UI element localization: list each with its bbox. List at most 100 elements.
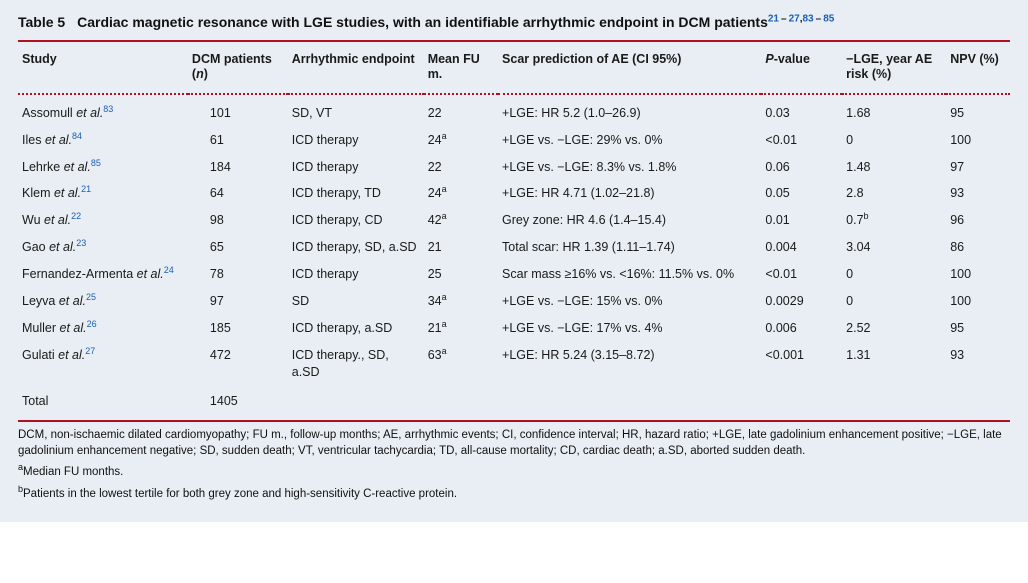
cell-total-n: 1405 (188, 385, 288, 420)
table-row: Leyva et al.2597SD34a+LGE vs. −LGE: 15% … (18, 288, 1010, 315)
cell-fu: 24a (424, 180, 498, 207)
cell-endpoint: ICD therapy, SD, a.SD (288, 234, 424, 261)
th-p: P-value (761, 44, 842, 94)
cell-n: 97 (188, 288, 288, 315)
cell-p: 0.006 (761, 315, 842, 342)
cell-npv: 95 (946, 315, 1010, 342)
cell-study: Gulati et al.27 (18, 342, 188, 386)
cell-p: <0.01 (761, 261, 842, 288)
cell-scar: +LGE: HR 4.71 (1.02–21.8) (498, 180, 761, 207)
cell-lge: 0 (842, 261, 946, 288)
bottom-rule (18, 420, 1010, 422)
cell-lge: 3.04 (842, 234, 946, 261)
cell-n: 61 (188, 127, 288, 154)
cell-scar: +LGE vs. −LGE: 8.3% vs. 1.8% (498, 154, 761, 181)
cell-total-label: Total (18, 385, 188, 420)
cell-p: 0.0029 (761, 288, 842, 315)
cell-n: 98 (188, 207, 288, 234)
header-row: Study DCM patients (n) Arrhythmic endpoi… (18, 44, 1010, 94)
cell-fu: 22 (424, 154, 498, 181)
cell-fu: 34a (424, 288, 498, 315)
cell-npv: 93 (946, 180, 1010, 207)
cell-lge: 0 (842, 127, 946, 154)
table-title-text: Cardiac magnetic resonance with LGE stud… (77, 14, 768, 30)
cell-n: 472 (188, 342, 288, 386)
cell-npv: 100 (946, 288, 1010, 315)
cell-fu: 63a (424, 342, 498, 386)
cell-lge: 1.31 (842, 342, 946, 386)
cell-scar: Scar mass ≥16% vs. <16%: 11.5% vs. 0% (498, 261, 761, 288)
cell-study: Assomull et al.83 (18, 94, 188, 127)
th-lge: −LGE, year AE risk (%) (842, 44, 946, 94)
cell-study: Lehrke et al.85 (18, 154, 188, 181)
cell-endpoint: ICD therapy (288, 154, 424, 181)
table-row: Gulati et al.27472ICD therapy., SD, a.SD… (18, 342, 1010, 386)
cell-endpoint: SD, VT (288, 94, 424, 127)
cell-scar: +LGE vs. −LGE: 29% vs. 0% (498, 127, 761, 154)
cell-p: <0.001 (761, 342, 842, 386)
cell-fu: 22 (424, 94, 498, 127)
cell-scar: Total scar: HR 1.39 (1.11–1.74) (498, 234, 761, 261)
cell-p: 0.03 (761, 94, 842, 127)
th-fu: Mean FU m. (424, 44, 498, 94)
table-body: Assomull et al.83101SD, VT22+LGE: HR 5.2… (18, 94, 1010, 421)
cell-endpoint: SD (288, 288, 424, 315)
cell-fu: 21a (424, 315, 498, 342)
table-row: Muller et al.26185ICD therapy, a.SD21a+L… (18, 315, 1010, 342)
cell-endpoint: ICD therapy, a.SD (288, 315, 424, 342)
cell-study: Klem et al.21 (18, 180, 188, 207)
th-npv: NPV (%) (946, 44, 1010, 94)
cell-study: Leyva et al.25 (18, 288, 188, 315)
cell-scar: +LGE: HR 5.24 (3.15–8.72) (498, 342, 761, 386)
cell-endpoint: ICD therapy (288, 127, 424, 154)
cell-p: 0.01 (761, 207, 842, 234)
footnote-a: aMedian FU months. (18, 461, 1010, 480)
cell-npv: 100 (946, 127, 1010, 154)
cell-scar: +LGE vs. −LGE: 15% vs. 0% (498, 288, 761, 315)
cell-n: 65 (188, 234, 288, 261)
table-caption: Table 5 Cardiac magnetic resonance with … (18, 12, 1010, 32)
cell-fu: 24a (424, 127, 498, 154)
cell-lge: 0.7b (842, 207, 946, 234)
table-row: Assomull et al.83101SD, VT22+LGE: HR 5.2… (18, 94, 1010, 127)
table-title: Cardiac magnetic resonance with LGE stud… (73, 14, 834, 30)
cell-endpoint: ICD therapy, TD (288, 180, 424, 207)
cell-lge: 0 (842, 288, 946, 315)
table-container: Table 5 Cardiac magnetic resonance with … (0, 0, 1028, 522)
cell-npv: 86 (946, 234, 1010, 261)
cell-endpoint: ICD therapy (288, 261, 424, 288)
data-table: Study DCM patients (n) Arrhythmic endpoi… (18, 44, 1010, 421)
cell-endpoint: ICD therapy., SD, a.SD (288, 342, 424, 386)
cell-study: Muller et al.26 (18, 315, 188, 342)
cell-npv: 93 (946, 342, 1010, 386)
table-row: Wu et al.2298ICD therapy, CD42aGrey zone… (18, 207, 1010, 234)
footnotes: DCM, non-ischaemic dilated cardiomyopath… (18, 428, 1010, 502)
cell-lge: 2.52 (842, 315, 946, 342)
cell-n: 185 (188, 315, 288, 342)
cell-fu: 21 (424, 234, 498, 261)
cell-scar: +LGE: HR 5.2 (1.0–26.9) (498, 94, 761, 127)
table-row: Klem et al.2164ICD therapy, TD24a+LGE: H… (18, 180, 1010, 207)
cell-n: 64 (188, 180, 288, 207)
cell-fu: 25 (424, 261, 498, 288)
cell-lge: 2.8 (842, 180, 946, 207)
table-label: Table 5 (18, 14, 65, 30)
top-rule (18, 40, 1010, 42)
cell-endpoint: ICD therapy, CD (288, 207, 424, 234)
cell-study: Gao et al.23 (18, 234, 188, 261)
cell-n: 78 (188, 261, 288, 288)
cell-npv: 100 (946, 261, 1010, 288)
cell-study: Fernandez-Armenta et al.24 (18, 261, 188, 288)
cell-fu: 42a (424, 207, 498, 234)
table-row: Lehrke et al.85184ICD therapy22+LGE vs. … (18, 154, 1010, 181)
cell-npv: 96 (946, 207, 1010, 234)
cell-lge: 1.48 (842, 154, 946, 181)
cell-p: 0.06 (761, 154, 842, 181)
cell-p: 0.05 (761, 180, 842, 207)
cell-study: Iles et al.84 (18, 127, 188, 154)
cell-p: 0.004 (761, 234, 842, 261)
cell-study: Wu et al.22 (18, 207, 188, 234)
table-row-total: Total1405 (18, 385, 1010, 420)
table-title-refs[interactable]: 21 – 27,83 – 85 (768, 13, 834, 24)
cell-lge: 1.68 (842, 94, 946, 127)
